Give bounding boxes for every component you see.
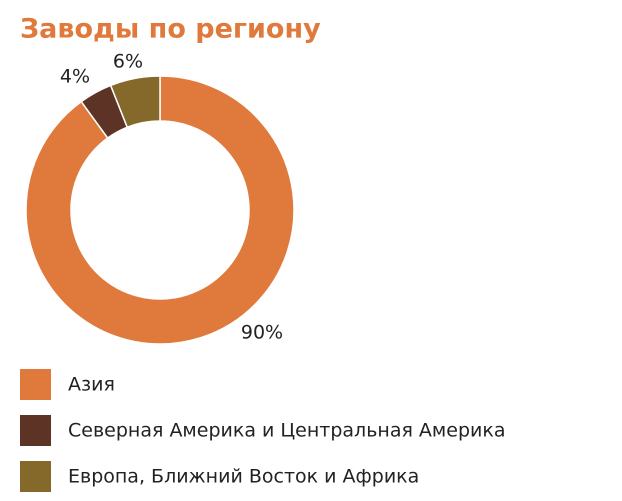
- legend-swatch: [20, 461, 51, 492]
- legend-swatch: [20, 369, 51, 400]
- data-label: 90%: [241, 322, 283, 344]
- data-label: 4%: [60, 66, 90, 88]
- legend-swatch: [20, 415, 51, 446]
- data-label: 6%: [113, 51, 143, 73]
- donut-slice: [25, 75, 295, 345]
- legend-label: Европа, Ближний Восток и Африка: [68, 466, 419, 488]
- legend-label: Азия: [68, 374, 115, 396]
- donut-slice: [109, 75, 161, 129]
- chart-title: Заводы по региону: [20, 14, 321, 45]
- legend-label: Северная Америка и Центральная Америка: [68, 420, 505, 442]
